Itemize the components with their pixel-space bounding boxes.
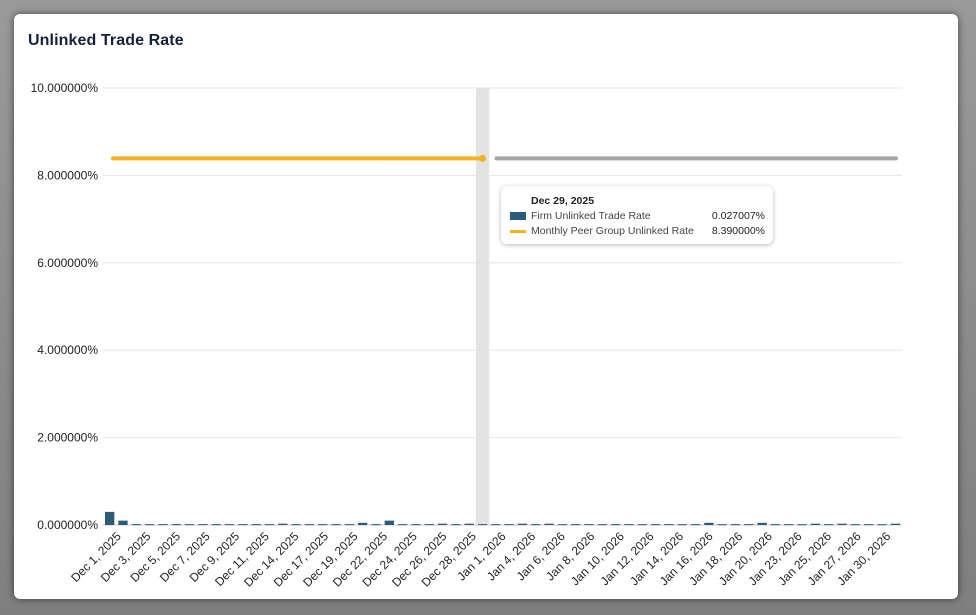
bar[interactable]	[664, 524, 674, 526]
bar[interactable]	[251, 524, 261, 526]
tooltip-value: 8.390000%	[711, 225, 765, 237]
tooltip-row-firm: Firm Unlinked Trade Rate 0.027007%	[510, 210, 765, 224]
bar[interactable]	[437, 523, 448, 525]
bar[interactable]	[411, 524, 421, 526]
bar[interactable]	[184, 524, 195, 526]
bar[interactable]	[144, 524, 155, 526]
bar[interactable]	[291, 524, 301, 526]
grid-lines	[103, 87, 902, 526]
tooltip-value: 0.027007%	[711, 210, 765, 222]
bar[interactable]	[477, 524, 488, 526]
y-tick-label: 6.000000%	[37, 256, 98, 270]
bar[interactable]	[571, 524, 581, 526]
chart-title: Unlinked Trade Rate	[28, 32, 184, 49]
legend-swatch-line	[510, 230, 526, 233]
bar[interactable]	[318, 524, 328, 526]
bar[interactable]	[131, 524, 141, 526]
bar[interactable]	[677, 524, 687, 526]
bar[interactable]	[424, 524, 434, 526]
bar-series[interactable]	[105, 511, 900, 526]
bar[interactable]	[557, 524, 568, 526]
bar[interactable]	[264, 524, 275, 526]
bar[interactable]	[757, 522, 767, 525]
bar[interactable]	[171, 524, 181, 526]
bar[interactable]	[118, 520, 128, 525]
bar[interactable]	[158, 524, 168, 526]
bar[interactable]	[384, 520, 394, 525]
bar[interactable]	[797, 524, 807, 526]
bar[interactable]	[397, 524, 408, 526]
tooltip-row-peer: Monthly Peer Group Unlinked Rate 8.39000…	[510, 225, 765, 239]
bar[interactable]	[464, 523, 474, 525]
bar[interactable]	[344, 524, 355, 526]
bar[interactable]	[837, 523, 847, 525]
bar[interactable]	[850, 524, 861, 526]
peer-line-point[interactable]	[479, 154, 487, 162]
bar[interactable]	[864, 524, 874, 526]
bar[interactable]	[491, 524, 501, 526]
bar[interactable]	[717, 524, 727, 526]
bar[interactable]	[238, 524, 248, 526]
bar[interactable]	[824, 524, 834, 526]
y-tick-label: 0.000000%	[37, 518, 98, 532]
bar[interactable]	[198, 524, 208, 526]
bar[interactable]	[224, 524, 235, 526]
tooltip-date: Dec 29, 2025	[531, 195, 595, 207]
bar[interactable]	[531, 524, 541, 526]
chart-card: Unlinked Trade Rate 0.000000% 2.000000% 4.…	[14, 14, 958, 599]
tooltip-label: Firm Unlinked Trade Rate	[531, 210, 651, 222]
bar[interactable]	[624, 524, 634, 526]
bar[interactable]	[304, 524, 315, 526]
bar[interactable]	[744, 524, 754, 526]
bar[interactable]	[770, 524, 781, 526]
y-axis-ticks: 0.000000% 2.000000% 4.000000% 6.000000% 8.00…	[31, 81, 99, 532]
bar[interactable]	[451, 524, 461, 526]
bar[interactable]	[877, 524, 887, 526]
y-tick-label: 4.000000%	[37, 343, 98, 357]
bar[interactable]	[650, 524, 661, 526]
bar[interactable]	[517, 523, 528, 525]
bar[interactable]	[358, 522, 368, 525]
y-tick-label: 10.000000%	[31, 81, 99, 95]
bar[interactable]	[890, 523, 900, 525]
bar[interactable]	[810, 523, 821, 525]
legend-swatch-bar	[510, 212, 526, 220]
bar[interactable]	[597, 524, 608, 526]
bar[interactable]	[784, 524, 794, 526]
bar[interactable]	[331, 524, 341, 526]
bar[interactable]	[211, 524, 221, 526]
y-tick-label: 8.000000%	[37, 168, 98, 182]
bar[interactable]	[278, 523, 288, 525]
bar[interactable]	[105, 511, 115, 525]
y-tick-label: 2.000000%	[37, 431, 98, 445]
bar[interactable]	[371, 524, 381, 526]
peer-line-series[interactable]	[111, 154, 898, 162]
bar[interactable]	[544, 523, 554, 525]
tooltip-label: Monthly Peer Group Unlinked Rate	[531, 225, 694, 237]
bar[interactable]	[637, 524, 647, 526]
bar[interactable]	[730, 524, 741, 526]
hover-band	[475, 88, 490, 525]
bar[interactable]	[690, 524, 701, 526]
bar[interactable]	[704, 522, 714, 525]
bar[interactable]	[611, 524, 621, 526]
bar[interactable]	[504, 524, 514, 526]
chart-area[interactable]: 0.000000% 2.000000% 4.000000% 6.000000% 8.00…	[14, 14, 958, 599]
hover-tooltip: Dec 29, 2025 Firm Unlinked Trade Rate 0.…	[501, 186, 773, 244]
bar[interactable]	[584, 524, 594, 526]
